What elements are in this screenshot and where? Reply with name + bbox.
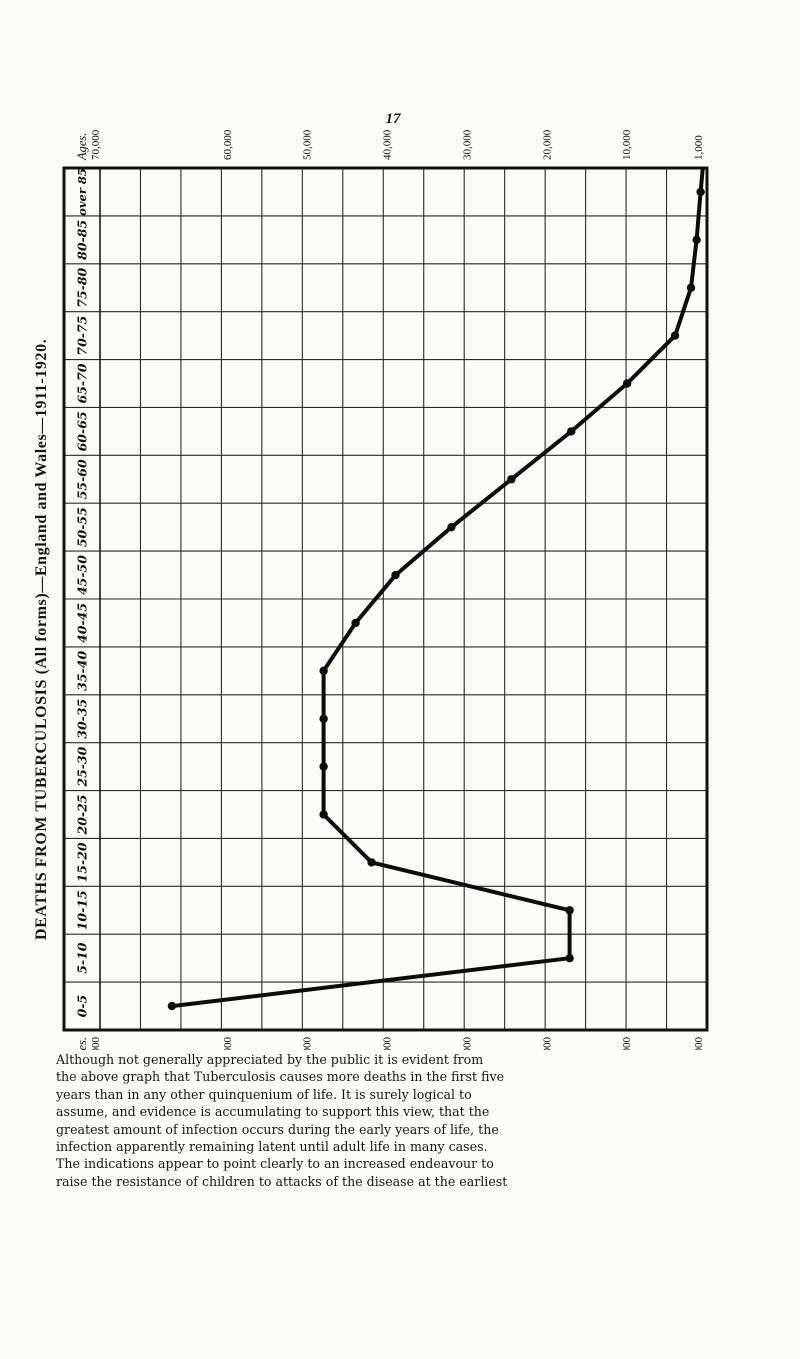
age-label: over 85 — [75, 168, 89, 216]
x-tick-label: 1,000 — [693, 135, 705, 160]
data-point — [692, 235, 701, 245]
x-tick-label: 10,000 — [621, 1037, 633, 1051]
page-number: 17 — [385, 111, 401, 127]
x-tick-label: 10,000 — [621, 129, 633, 160]
x-tick-label: 70,000 — [90, 129, 102, 160]
data-point — [686, 283, 696, 292]
age-label: 55-60 — [75, 459, 90, 499]
age-label: 40-45 — [75, 603, 90, 643]
data-point — [622, 379, 632, 388]
chart-frame — [62, 166, 709, 1032]
data-point — [565, 953, 574, 963]
tuberculosis-deaths-chart: over 85 80-85 75-80 70-75 65-70 60-65 55-60 50-… — [62, 129, 709, 1051]
data-point — [507, 475, 516, 484]
x-tick-label: 20,000 — [541, 1037, 553, 1051]
data-point — [565, 906, 574, 915]
data-point — [447, 522, 456, 532]
data-point — [367, 858, 376, 867]
age-label: 75-80 — [75, 267, 90, 307]
age-label: 5-10 — [75, 942, 90, 974]
data-point — [351, 618, 360, 628]
data-point — [391, 570, 400, 580]
x-tick-label: 40,000 — [382, 1037, 394, 1051]
age-label: 80-85 — [75, 220, 90, 260]
age-label: 50-55 — [75, 507, 90, 547]
x-tick-label: 60,000 — [222, 1037, 234, 1051]
x-tick-label: 30,000 — [461, 1037, 473, 1051]
age-label: 45-50 — [75, 555, 90, 595]
x-tick-label: 30,000 — [461, 129, 473, 160]
x-tick-label: 20,000 — [541, 129, 553, 160]
age-label: 20-25 — [75, 795, 90, 836]
data-point — [670, 331, 680, 340]
age-label: 25-30 — [75, 746, 90, 787]
age-label: 30-35 — [75, 699, 90, 739]
x-tick-label: 1,000 — [693, 1037, 705, 1051]
paragraph-line: years than in any other quinquenium of l… — [56, 1086, 472, 1102]
age-label: 60-65 — [75, 411, 90, 451]
x-tick-label: 70,000 — [90, 1037, 102, 1051]
age-label: 65-70 — [75, 363, 90, 403]
x-tick-label: 40,000 — [382, 129, 394, 160]
data-point — [319, 714, 328, 723]
data-point — [167, 1001, 177, 1011]
paragraph-line: The indications appear to point clearly … — [56, 1156, 494, 1172]
age-label: 15-20 — [75, 842, 90, 882]
paragraph-line: Although not generally appreciated by th… — [56, 1052, 484, 1067]
data-point — [319, 762, 328, 771]
age-label: 10-15 — [75, 890, 90, 930]
age-label: 0-5 — [75, 995, 90, 1018]
data-point — [696, 187, 705, 197]
paragraph-line: assume, and evidence is accumulating to … — [56, 1104, 490, 1120]
data-point — [567, 427, 576, 436]
age-label: 35-40 — [75, 651, 90, 691]
x-tick-label: 50,000 — [302, 129, 314, 160]
data-point — [319, 810, 328, 819]
paragraph-line: greatest amount of infection occurs duri… — [56, 1121, 499, 1137]
paragraph-line: raise the resistance of children to atta… — [56, 1173, 508, 1189]
paragraph-line: the above graph that Tuberculosis causes… — [56, 1069, 505, 1085]
series-line — [169, 168, 705, 1009]
ages-label: Ages. — [75, 1037, 89, 1050]
data-point — [319, 666, 328, 676]
x-tick-label: 50,000 — [302, 1037, 314, 1051]
age-label: 70-75 — [75, 316, 90, 356]
paragraph: Although not generally appreciated by th… — [56, 1051, 732, 1190]
ages-label: Ages. — [75, 133, 89, 161]
paragraph-line: infection apparently remaining latent un… — [56, 1139, 488, 1155]
x-tick-label: 60,000 — [222, 129, 234, 160]
